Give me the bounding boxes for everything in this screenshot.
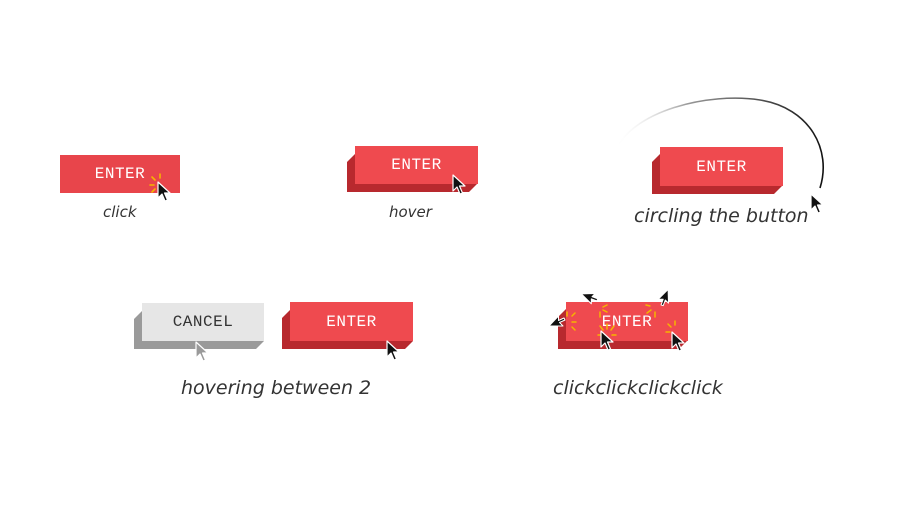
cursor-arrow-icon <box>548 315 566 327</box>
button-3d-bottom <box>558 341 687 349</box>
click-spark-icon <box>566 311 577 331</box>
click-spark-icon <box>597 323 617 336</box>
enter-button-hover[interactable]: ENTER <box>355 146 478 184</box>
enter-button-label: ENTER <box>696 157 747 176</box>
button-3d-bottom <box>282 341 413 349</box>
button-3d-side <box>134 311 142 349</box>
cursor-arrow-icon <box>580 293 599 305</box>
caption-circling: circling the button <box>634 205 809 227</box>
button-3d-bottom <box>652 186 782 194</box>
cancel-button-label: CANCEL <box>172 313 234 331</box>
enter-button-between[interactable]: ENTER <box>290 302 413 341</box>
cursor-arrow-icon <box>452 174 466 195</box>
button-3d-side <box>558 309 566 349</box>
cursor-arrow-icon <box>157 181 171 202</box>
caption-hover: hover <box>389 203 432 221</box>
caption-click: click <box>103 203 137 221</box>
caption-multi: clickclickclickclick <box>553 377 723 399</box>
caption-between: hovering between 2 <box>181 377 372 399</box>
motion-trail-icon <box>204 356 388 365</box>
enter-button-label: ENTER <box>326 312 377 331</box>
button-3d-side <box>347 154 355 192</box>
click-spark-icon <box>645 304 656 318</box>
cursor-arrow-icon <box>671 331 685 352</box>
button-3d-bottom <box>347 184 477 192</box>
cursor-arrow-icon <box>810 193 824 214</box>
enter-button-label: ENTER <box>391 156 442 174</box>
motion-trail-icon <box>613 97 824 189</box>
cursor-arrow-icon <box>657 288 669 307</box>
button-3d-side <box>652 154 660 194</box>
button-3d-side <box>282 310 290 349</box>
enter-button-label: ENTER <box>94 165 146 183</box>
click-spark-icon <box>599 304 608 318</box>
cursor-arrow-icon <box>600 330 614 351</box>
cancel-button[interactable]: CANCEL <box>142 303 264 341</box>
cursor-arrow-icon <box>195 341 209 362</box>
click-spark-icon <box>665 320 676 333</box>
click-spark-icon <box>149 173 161 193</box>
enter-button-circling[interactable]: ENTER <box>660 147 783 186</box>
cursor-arrow-icon <box>386 340 400 361</box>
